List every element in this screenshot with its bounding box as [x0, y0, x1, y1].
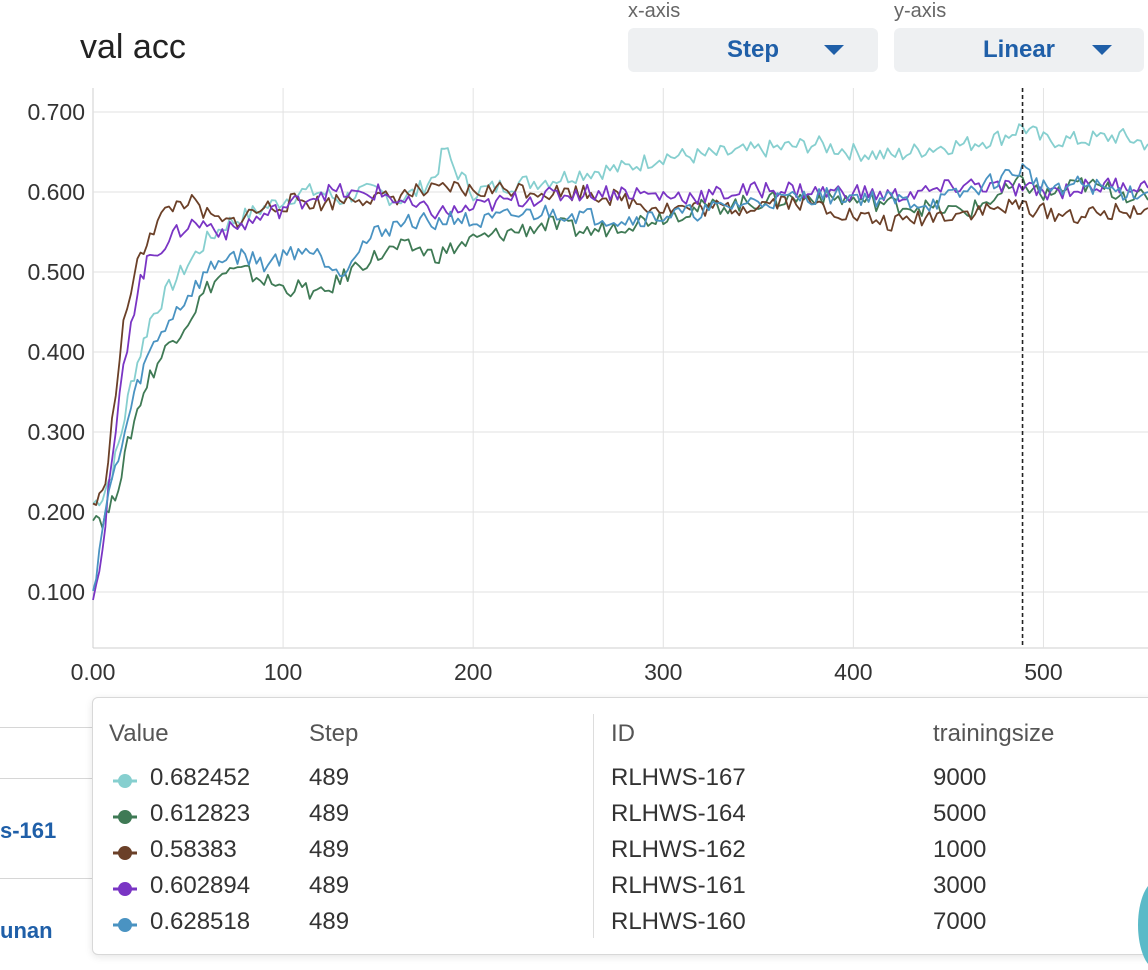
chart-series: [92, 123, 1148, 601]
x-tick-label: 300: [644, 659, 682, 685]
series-line-RLHWS-161: [92, 177, 1148, 601]
tooltip-step: 489: [309, 908, 350, 935]
tooltip-trainingsize: 9000: [933, 764, 987, 791]
tooltip-step: 489: [309, 836, 350, 863]
y-tick-label: 0.600: [27, 179, 85, 205]
tooltip-value: 0.58383: [150, 836, 237, 863]
tooltip-run-id: RLHWS-164: [611, 800, 746, 827]
chart-grid: [92, 88, 1148, 649]
x-axis-dropdown-value: Step: [726, 36, 779, 63]
tooltip-run-id: RLHWS-160: [611, 908, 746, 935]
series-marker-icon: [113, 774, 137, 788]
chevron-down-icon: [1092, 45, 1112, 55]
series-line-RLHWS-160: [92, 163, 1148, 592]
chart-title: val acc: [80, 28, 186, 66]
divider: [0, 878, 92, 879]
run-link[interactable]: unan: [0, 918, 53, 943]
tooltip-header-id: ID: [611, 720, 635, 747]
y-tick-label: 0.200: [27, 499, 85, 525]
line-chart[interactable]: 0.100 0.200 0.300 0.400 0.500 0.600 0.700 0.00…: [0, 0, 1148, 700]
tooltip-step: 489: [309, 800, 350, 827]
tooltip-row: 0.58383 489 RLHWS-162 1000: [93, 836, 1093, 872]
y-tick-label: 0.400: [27, 339, 85, 365]
series-marker-icon: [113, 918, 137, 932]
divider: [0, 727, 92, 728]
tooltip-value: 0.602894: [150, 872, 251, 899]
x-tick-label: 200: [454, 659, 492, 685]
tooltip-trainingsize: 7000: [933, 908, 987, 935]
y-tick-label: 0.100: [27, 579, 85, 605]
x-axis-dropdown[interactable]: Step: [628, 28, 878, 72]
x-axis-control-label: x-axis: [628, 0, 681, 22]
tooltip-trainingsize: 1000: [933, 836, 987, 863]
tooltip-row: 0.682452 489 RLHWS-167 9000: [93, 764, 1093, 800]
tooltip-run-id: RLHWS-167: [611, 764, 746, 791]
y-axis-control-label: y-axis: [894, 0, 947, 22]
tooltip-run-id: RLHWS-162: [611, 836, 746, 863]
y-axis-dropdown-value: Linear: [982, 36, 1056, 63]
series-line-RLHWS-164: [92, 174, 1148, 529]
x-axis-ticks: 0.00 100 200 300 400 500: [71, 659, 1063, 685]
tooltip-header-step: Step: [309, 720, 359, 747]
tooltip-value: 0.628518: [150, 908, 251, 935]
series-marker-icon: [113, 882, 137, 896]
tooltip-trainingsize: 3000: [933, 872, 987, 899]
hover-tooltip: Value Step ID trainingsize 0.682452 489 …: [92, 697, 1148, 955]
tooltip-row: 0.602894 489 RLHWS-161 3000: [93, 872, 1093, 908]
tooltip-step: 489: [309, 764, 350, 791]
y-tick-label: 0.500: [27, 259, 85, 285]
series-line-RLHWS-162: [92, 180, 1148, 506]
x-tick-label: 400: [834, 659, 872, 685]
tooltip-value: 0.682452: [150, 764, 251, 791]
series-line-RLHWS-167: [92, 123, 1148, 507]
tooltip-step: 489: [309, 872, 350, 899]
floating-action-button[interactable]: [1138, 880, 1148, 970]
divider: [0, 778, 92, 779]
tooltip-row: 0.612823 489 RLHWS-164 5000: [93, 800, 1093, 836]
y-tick-label: 0.300: [27, 419, 85, 445]
x-tick-label: 0.00: [71, 659, 116, 685]
x-tick-label: 500: [1024, 659, 1062, 685]
tooltip-header-value: Value: [109, 720, 169, 747]
y-axis-dropdown[interactable]: Linear: [894, 28, 1144, 72]
tooltip-value: 0.612823: [150, 800, 251, 827]
series-marker-icon: [113, 846, 137, 860]
x-tick-label: 100: [264, 659, 302, 685]
tooltip-header-trainingsize: trainingsize: [933, 720, 1055, 747]
series-marker-icon: [113, 810, 137, 824]
tooltip-trainingsize: 5000: [933, 800, 987, 827]
chevron-down-icon: [824, 45, 844, 55]
tooltip-run-id: RLHWS-161: [611, 872, 746, 899]
tooltip-divider: [593, 714, 594, 938]
y-tick-label: 0.700: [27, 99, 85, 125]
tooltip-row: 0.628518 489 RLHWS-160 7000: [93, 908, 1093, 944]
run-link[interactable]: s-161: [0, 818, 57, 843]
y-axis-ticks: 0.100 0.200 0.300 0.400 0.500 0.600 0.700: [27, 99, 85, 605]
